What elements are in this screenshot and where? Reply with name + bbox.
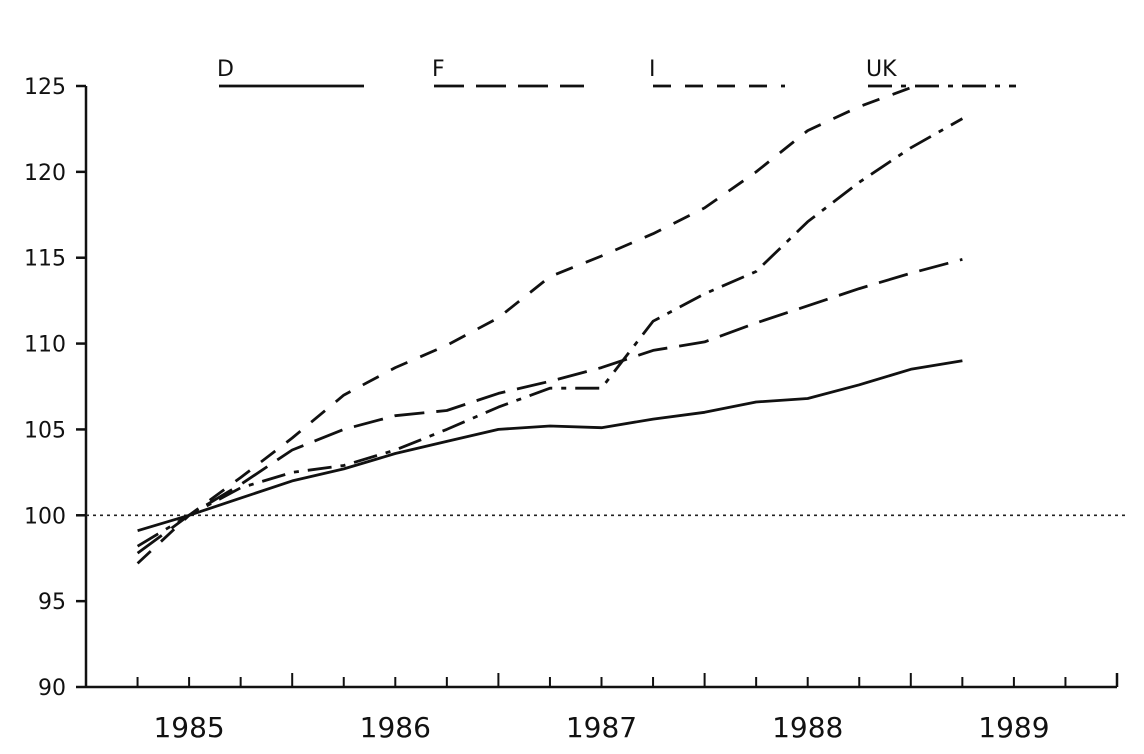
legend-label-i: I [649,57,656,82]
y-tick-label-110: 110 [24,333,66,358]
x-tick-label-1988: 1988 [772,711,843,744]
legend-label-uk: UK [866,57,897,82]
legend-label-f: F [432,57,445,82]
x-tick-label-1987: 1987 [566,711,637,744]
legend-label-d: D [217,57,234,82]
series-line-uk [136,117,964,548]
y-tick-label-120: 120 [24,161,66,186]
legend: D F I UK [217,57,1016,88]
y-tick-label-95: 95 [38,590,66,615]
x-tick-label-1985: 1985 [153,711,224,744]
y-tick-label-100: 100 [24,504,66,529]
series-line-i [136,86,912,565]
series-lines [136,86,964,565]
y-tick-label-105: 105 [24,418,66,443]
y-tick-label-115: 115 [24,247,66,272]
series-line-d [137,359,963,533]
x-tick-label-1986: 1986 [360,711,431,744]
series-line-f [136,258,963,555]
y-tick-label-125: 125 [24,75,66,100]
axes: 90 95 100 105 110 115 120 125 1985 1986 1987 1988 19… [24,75,1119,744]
y-tick-label-90: 90 [38,676,66,701]
x-tick-label-1989: 1989 [978,711,1049,744]
